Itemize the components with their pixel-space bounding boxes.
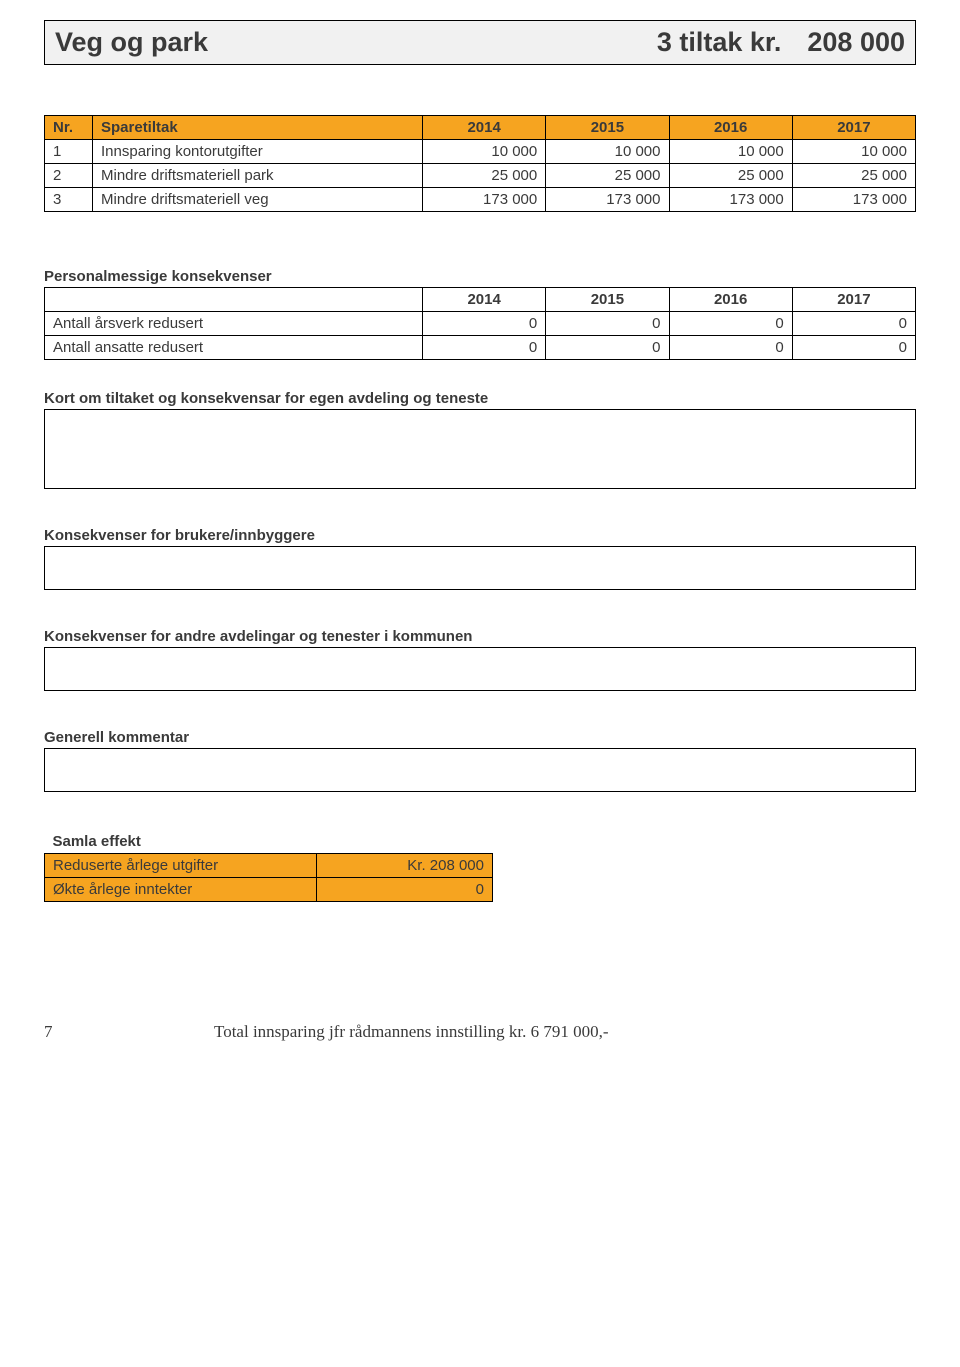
samla-effekt-table: Samla effekt Reduserte årlege utgifter K… [44, 830, 493, 902]
table-row: 1 Innsparing kontorutgifter 10 000 10 00… [45, 140, 916, 164]
cell-label: Innsparing kontorutgifter [93, 140, 423, 164]
textbox-1 [44, 409, 916, 489]
col-2017: 2017 [792, 116, 915, 140]
samla-heading: Samla effekt [45, 830, 493, 854]
cell-val: 0 [546, 336, 669, 360]
cell-label: Antall ansatte redusert [45, 336, 423, 360]
table-header-row: Nr. Sparetiltak 2014 2015 2016 2017 [45, 116, 916, 140]
cell-val: 10 000 [669, 140, 792, 164]
col-2016: 2016 [669, 288, 792, 312]
cell-val: 25 000 [546, 164, 669, 188]
cell-val: 10 000 [792, 140, 915, 164]
table-row: Økte årlege inntekter 0 [45, 878, 493, 902]
cell-val: 173 000 [792, 188, 915, 212]
page-title-bar: Veg og park 3 tiltak kr. 208 000 [44, 20, 916, 65]
table-row: Reduserte årlege utgifter Kr. 208 000 [45, 854, 493, 878]
section-heading-1: Kort om tiltaket og konsekvensar for ege… [44, 390, 916, 407]
cell-val: 0 [792, 312, 915, 336]
cell-val: 25 000 [792, 164, 915, 188]
page-footer: 7 Total innsparing jfr rådmannens innsti… [44, 1022, 916, 1042]
cell-val: 0 [423, 312, 546, 336]
title-right-label: 3 tiltak kr. [657, 27, 782, 58]
col-2014: 2014 [423, 288, 546, 312]
personnel-table: 2014 2015 2016 2017 Antall årsverk redus… [44, 287, 916, 360]
sparetiltak-table: Nr. Sparetiltak 2014 2015 2016 2017 1 In… [44, 115, 916, 212]
cell-nr: 1 [45, 140, 93, 164]
col-2016: 2016 [669, 116, 792, 140]
col-2015: 2015 [546, 116, 669, 140]
cell-val: 0 [317, 878, 493, 902]
table-row: 2 Mindre driftsmateriell park 25 000 25 … [45, 164, 916, 188]
cell-label: Reduserte årlege utgifter [45, 854, 317, 878]
title-right-value: 208 000 [807, 27, 905, 58]
cell-val: 0 [792, 336, 915, 360]
col-nr: Nr. [45, 116, 93, 140]
textbox-4 [44, 748, 916, 792]
footer-text: Total innsparing jfr rådmannens innstill… [214, 1022, 608, 1042]
title-left: Veg og park [55, 27, 208, 58]
page-number: 7 [44, 1022, 214, 1042]
section-heading-2: Konsekvenser for brukere/innbyggere [44, 527, 916, 544]
cell-val: 173 000 [423, 188, 546, 212]
cell-label: Antall årsverk redusert [45, 312, 423, 336]
cell-val: 173 000 [669, 188, 792, 212]
table-row: Antall årsverk redusert 0 0 0 0 [45, 312, 916, 336]
cell-val: 25 000 [669, 164, 792, 188]
cell-val: 25 000 [423, 164, 546, 188]
cell-label: Økte årlege inntekter [45, 878, 317, 902]
cell-val: Kr. 208 000 [317, 854, 493, 878]
cell-nr: 3 [45, 188, 93, 212]
section-heading-3: Konsekvenser for andre avdelingar og ten… [44, 628, 916, 645]
cell-val: 0 [423, 336, 546, 360]
table-row: 3 Mindre driftsmateriell veg 173 000 173… [45, 188, 916, 212]
personnel-heading: Personalmessige konsekvenser [44, 268, 916, 285]
col-sparetiltak: Sparetiltak [93, 116, 423, 140]
cell-val: 0 [669, 312, 792, 336]
textbox-3 [44, 647, 916, 691]
col-2015: 2015 [546, 288, 669, 312]
table-row: Antall ansatte redusert 0 0 0 0 [45, 336, 916, 360]
cell-val: 10 000 [423, 140, 546, 164]
cell-label: Mindre driftsmateriell park [93, 164, 423, 188]
samla-heading-row: Samla effekt [45, 830, 493, 854]
col-2017: 2017 [792, 288, 915, 312]
cell-val: 0 [669, 336, 792, 360]
table-header-row: 2014 2015 2016 2017 [45, 288, 916, 312]
cell-val: 10 000 [546, 140, 669, 164]
col-2014: 2014 [423, 116, 546, 140]
col-blank [45, 288, 423, 312]
section-heading-4: Generell kommentar [44, 729, 916, 746]
cell-val: 173 000 [546, 188, 669, 212]
cell-label: Mindre driftsmateriell veg [93, 188, 423, 212]
textbox-2 [44, 546, 916, 590]
cell-val: 0 [546, 312, 669, 336]
cell-nr: 2 [45, 164, 93, 188]
